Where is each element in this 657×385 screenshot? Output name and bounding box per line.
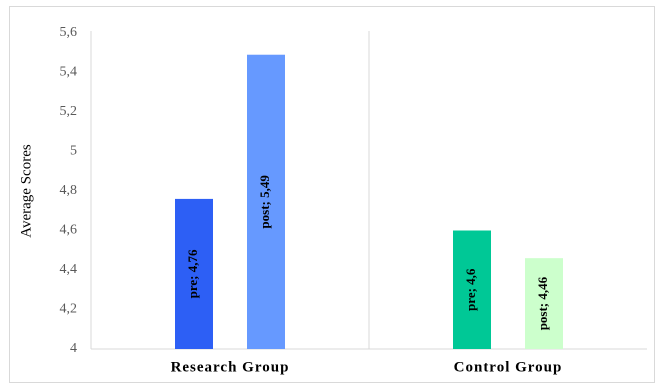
bar <box>453 230 491 349</box>
bar <box>525 258 563 349</box>
y-tick-label: 4,8 <box>60 183 78 198</box>
category-labels: Research Group Control Group <box>171 359 563 375</box>
y-tick-label: 4 <box>70 341 77 356</box>
y-tick-label: 5,4 <box>60 65 78 80</box>
bar <box>175 198 213 349</box>
axes <box>90 31 647 350</box>
y-tick-label: 5,6 <box>60 25 78 40</box>
y-axis-title: Average Scores <box>18 144 34 238</box>
y-axis-ticks: 4 4,2 4,4 4,6 4,8 5 5,2 5,4 5,6 <box>60 25 78 356</box>
chart-frame <box>9 6 655 383</box>
bar-data-label: pre; 4,6 <box>463 268 478 311</box>
y-tick-label: 4,4 <box>60 262 78 277</box>
bar-data-label: post; 5,49 <box>257 175 272 229</box>
y-tick-label: 4,6 <box>60 223 78 238</box>
bars: pre; 4,76 post; 5,49 pre; 4,6 post; 4,46 <box>175 54 563 349</box>
bar-data-label: pre; 4,76 <box>185 249 200 298</box>
y-tick-label: 5 <box>70 144 77 159</box>
bar-data-label: post; 4,46 <box>535 276 550 330</box>
y-tick-label: 4,2 <box>60 302 78 317</box>
bar <box>247 54 285 349</box>
x-category-label: Control Group <box>454 359 563 375</box>
y-tick-label: 5,2 <box>60 104 78 119</box>
x-category-label: Research Group <box>171 359 290 375</box>
